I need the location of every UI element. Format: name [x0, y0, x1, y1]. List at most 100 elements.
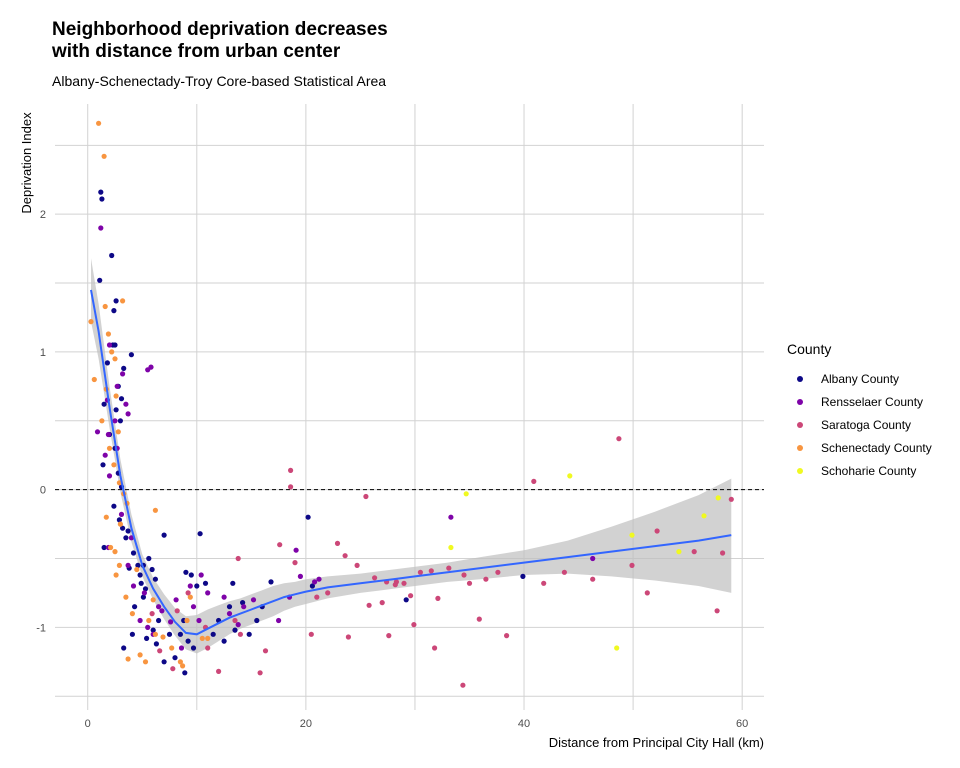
- point-schenectady-county: [125, 656, 131, 662]
- y-axis-title: Deprivation Index: [19, 112, 34, 214]
- point-schenectady-county: [123, 594, 129, 600]
- confidence-band-layer: [91, 258, 732, 654]
- point-rensselaer-county: [98, 225, 104, 231]
- point-albany-county: [138, 580, 144, 586]
- point-albany-county: [104, 360, 110, 366]
- confidence-band: [91, 258, 732, 654]
- legend-item: Rensselaer County: [787, 390, 932, 413]
- point-albany-county: [97, 277, 103, 283]
- point-rensselaer-county: [112, 418, 118, 424]
- point-rensselaer-county: [205, 590, 211, 596]
- point-albany-county: [202, 580, 209, 586]
- point-albany-county: [128, 352, 134, 358]
- point-albany-county: [185, 638, 191, 644]
- legend-swatch: [797, 444, 803, 451]
- x-tick-label: 60: [736, 718, 748, 730]
- point-albany-county: [226, 604, 233, 610]
- point-rensselaer-county: [125, 562, 131, 569]
- point-schenectady-county: [101, 153, 107, 159]
- point-albany-county: [146, 555, 152, 562]
- point-schenectady-county: [129, 611, 135, 617]
- point-albany-county: [309, 583, 315, 589]
- y-tick-label: -1: [36, 622, 46, 634]
- point-schenectady-county: [115, 429, 121, 435]
- point-saratoga-county: [629, 562, 635, 569]
- point-saratoga-county: [334, 540, 341, 547]
- point-schoharie-county: [567, 473, 573, 479]
- point-schoharie-county: [448, 544, 454, 551]
- point-schenectady-county: [113, 572, 119, 578]
- point-saratoga-county: [392, 582, 398, 588]
- point-schenectady-county: [142, 659, 149, 665]
- point-schenectady-county: [112, 549, 118, 555]
- point-albany-county: [130, 550, 137, 556]
- point-rensselaer-county: [226, 611, 233, 617]
- point-saratoga-county: [435, 595, 441, 602]
- point-albany-county: [100, 462, 106, 468]
- point-albany-county: [135, 562, 141, 569]
- point-albany-county: [182, 670, 188, 676]
- point-rensselaer-county: [178, 645, 185, 651]
- point-rensselaer-county: [221, 594, 227, 600]
- point-albany-county: [156, 617, 162, 624]
- y-tick-label: 0: [40, 485, 46, 497]
- point-albany-county: [197, 531, 203, 537]
- point-albany-county: [150, 627, 156, 633]
- point-schoharie-county: [701, 513, 707, 519]
- point-saratoga-county: [541, 580, 547, 586]
- point-albany-county: [194, 583, 200, 589]
- point-rensselaer-county: [145, 624, 151, 631]
- point-schenectady-county: [199, 635, 205, 642]
- tick-labels: 0 20 40 60 -1 0 1 2: [36, 209, 748, 730]
- point-saratoga-county: [262, 648, 269, 654]
- smooth-line: [90, 289, 732, 636]
- legend-label: Schoharie County: [821, 463, 917, 478]
- point-schenectady-county: [106, 445, 113, 451]
- point-saratoga-county: [417, 569, 423, 575]
- point-saratoga-county: [342, 553, 348, 559]
- point-albany-county: [172, 655, 178, 661]
- point-rensselaer-county: [118, 511, 125, 517]
- y-tick-label: 1: [40, 347, 46, 359]
- point-albany-county: [149, 566, 155, 573]
- legend-swatch: [797, 421, 803, 428]
- point-schenectady-county: [160, 634, 166, 640]
- point-saratoga-county: [354, 562, 360, 569]
- point-rensselaer-county: [173, 597, 179, 603]
- point-rensselaer-county: [105, 431, 111, 438]
- point-albany-county: [120, 525, 126, 531]
- point-rensselaer-county: [235, 622, 241, 628]
- point-rensselaer-county: [125, 411, 131, 417]
- point-saratoga-county: [432, 645, 438, 651]
- point-schenectady-county: [99, 418, 105, 424]
- point-schenectady-county: [111, 462, 117, 468]
- point-schoharie-county: [629, 532, 635, 538]
- point-saratoga-county: [644, 590, 650, 596]
- chart-title: Neighborhood deprivation decreases with …: [52, 19, 388, 62]
- point-saratoga-county: [288, 467, 294, 473]
- point-schoharie-county: [463, 491, 469, 497]
- point-albany-county: [188, 572, 194, 578]
- point-schenectady-county: [116, 562, 122, 569]
- point-rensselaer-county: [316, 576, 322, 582]
- point-schenectady-county: [102, 303, 108, 310]
- point-saratoga-county: [237, 631, 243, 637]
- point-albany-county: [520, 573, 526, 580]
- point-albany-county: [142, 586, 149, 592]
- point-albany-county: [111, 503, 117, 509]
- point-saratoga-county: [446, 565, 452, 571]
- chart-subtitle: Albany-Schenectady-Troy Core-based Stati…: [52, 73, 387, 89]
- grid: [55, 104, 764, 710]
- legend-label: Saratoga County: [821, 417, 912, 432]
- legend-items: Albany County Rensselaer County Saratoga C…: [787, 367, 932, 482]
- point-saratoga-county: [205, 645, 211, 651]
- point-schenectady-county: [134, 566, 140, 573]
- point-saratoga-county: [174, 608, 180, 614]
- x-tick-label: 0: [85, 718, 91, 730]
- point-albany-county: [221, 638, 227, 644]
- point-schenectady-county: [137, 652, 143, 658]
- point-saratoga-county: [170, 666, 176, 672]
- point-rensselaer-county: [190, 604, 197, 610]
- point-saratoga-county: [504, 633, 510, 639]
- point-saratoga-county: [616, 436, 622, 442]
